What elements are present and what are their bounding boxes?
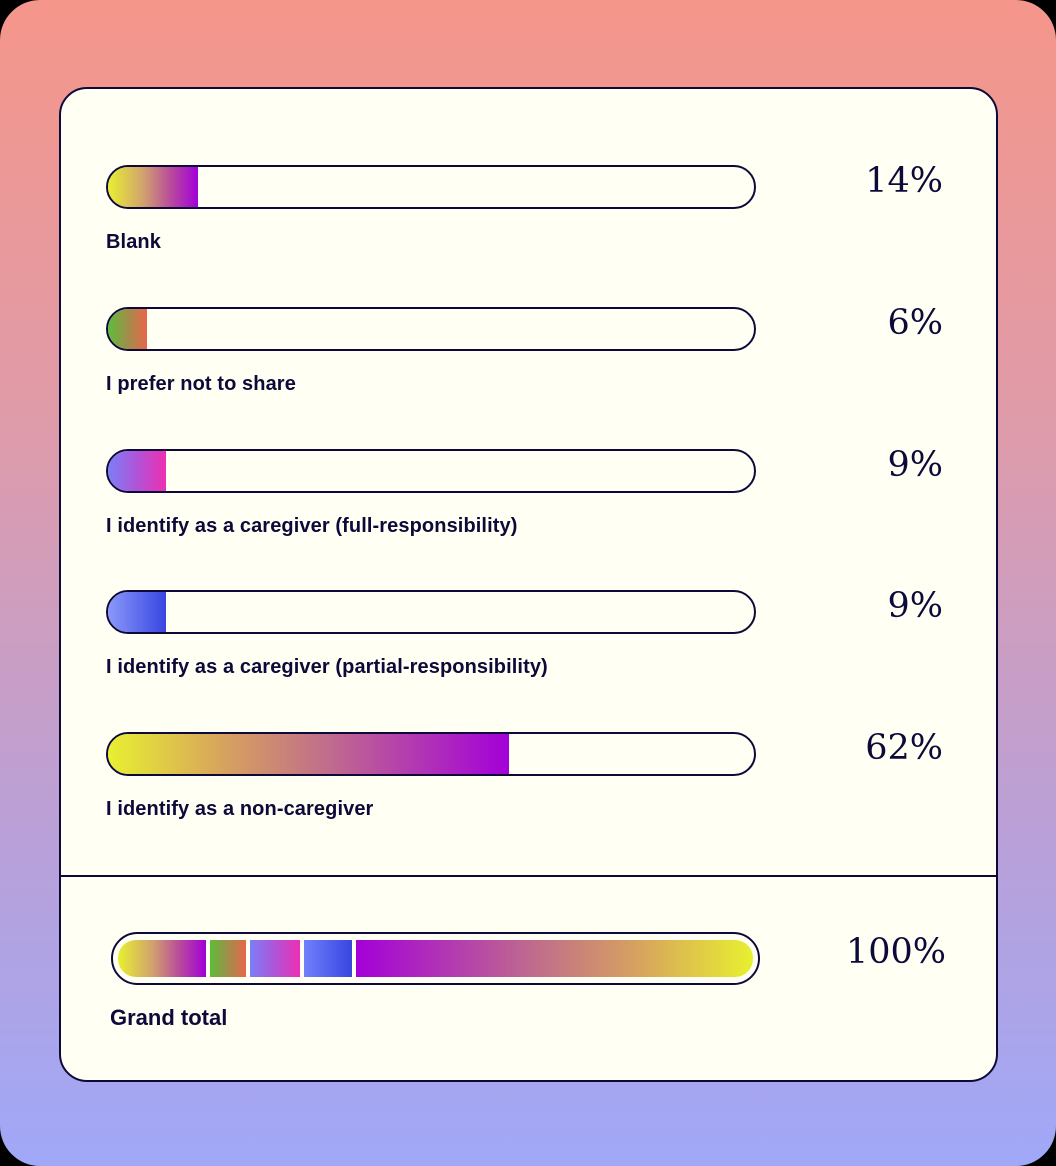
bar-row-caregiver-partial: I identify as a caregiver (partial-respo…: [61, 586, 996, 690]
bar-fill: [108, 451, 167, 491]
bar-track: [106, 449, 756, 493]
segment-caregiver-partial: [304, 940, 352, 977]
grand-total-bar: [111, 932, 760, 985]
chart-card: Blank 14% I prefer not to share 6% I ide…: [59, 87, 998, 1082]
bar-fill: [108, 167, 199, 207]
bar-track: [106, 590, 756, 634]
bar-row-blank: Blank 14%: [61, 161, 996, 265]
bar-percentage: 6%: [887, 303, 943, 343]
bar-label: I prefer not to share: [106, 373, 296, 395]
bar-percentage: 9%: [887, 586, 943, 626]
bar-label: I identify as a non-caregiver: [106, 798, 374, 820]
bar-percentage: 14%: [865, 161, 943, 201]
segment-blank: [118, 940, 206, 977]
grand-total-row: Grand total 100%: [61, 932, 996, 1042]
grand-total-percentage: 100%: [845, 932, 946, 972]
bar-percentage: 9%: [887, 445, 943, 485]
bar-track: [106, 732, 756, 776]
bar-label: Blank: [106, 231, 161, 253]
grand-total-label: Grand total: [110, 1005, 228, 1030]
segment-prefer-not-to-share: [210, 940, 246, 977]
segment-non-caregiver: [356, 940, 753, 977]
bar-row-non-caregiver: I identify as a non-caregiver 62%: [61, 728, 996, 832]
bar-track: [106, 165, 756, 209]
bar-label: I identify as a caregiver (full-responsi…: [106, 515, 518, 537]
bar-fill: [108, 592, 167, 632]
bar-label: I identify as a caregiver (partial-respo…: [106, 656, 548, 678]
bar-fill: [108, 734, 509, 774]
bar-track: [106, 307, 756, 351]
segment-caregiver-full: [250, 940, 300, 977]
bar-row-caregiver-full: I identify as a caregiver (full-responsi…: [61, 445, 996, 549]
bar-row-prefer-not-to-share: I prefer not to share 6%: [61, 303, 996, 407]
divider: [61, 875, 996, 877]
bar-fill: [108, 309, 147, 349]
bar-percentage: 62%: [865, 728, 943, 768]
